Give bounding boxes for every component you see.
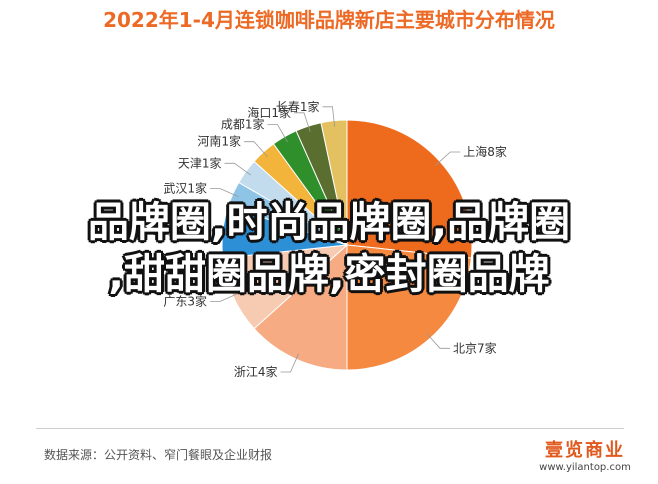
leader-line-9 [267, 124, 288, 143]
slice-label-1: 上海8家 [463, 144, 507, 159]
leader-line-10 [294, 112, 311, 132]
slice-label-9: 成都1家 [221, 117, 265, 132]
brand-name: 壹览商业 [545, 440, 625, 461]
watermark-overlay: 品牌圈,时尚品牌圈,品牌圈 ,甜甜圈品牌,密封圈品牌 [0, 196, 658, 300]
slice-label-7: 天津1家 [178, 155, 222, 170]
leader-line-6 [210, 188, 239, 197]
leader-line-5 [198, 230, 229, 233]
slice-label-4: 广东3家 [163, 294, 207, 309]
slice-label-11: 长春1家 [276, 99, 320, 114]
leader-line-2 [426, 333, 450, 349]
slice-label-2: 北京7家 [453, 340, 497, 355]
leader-line-1 [435, 151, 461, 166]
slice-label-5: 山东2家 [152, 223, 196, 238]
leader-line-11 [322, 106, 335, 127]
slice-label-8: 河南1家 [197, 134, 241, 149]
slice-label-6: 武汉1家 [163, 181, 207, 196]
footer-divider [36, 428, 624, 429]
brand-url: www.yilantop.com [539, 462, 631, 473]
leader-line-4 [210, 293, 239, 302]
data-source-note: 数据来源：公开资料、窄门餐眼及企业财报 [44, 448, 273, 462]
brand-logo: 壹览商业 www.yilantop.com [530, 436, 640, 473]
slice-label-10: 海口1家 [247, 105, 291, 120]
leader-line-3 [280, 353, 299, 373]
slice-label-3: 浙江4家 [234, 364, 278, 379]
chart-title: 2022年1-4月连锁咖啡品牌新店主要城市分布情况 [103, 8, 555, 32]
leader-line-8 [244, 141, 268, 157]
leader-line-7 [224, 162, 251, 176]
watermark-line-1: 品牌圈,时尚品牌圈,品牌圈 [87, 198, 571, 246]
watermark-line-2: ,甜甜圈品牌,密封圈品牌 [108, 250, 550, 298]
